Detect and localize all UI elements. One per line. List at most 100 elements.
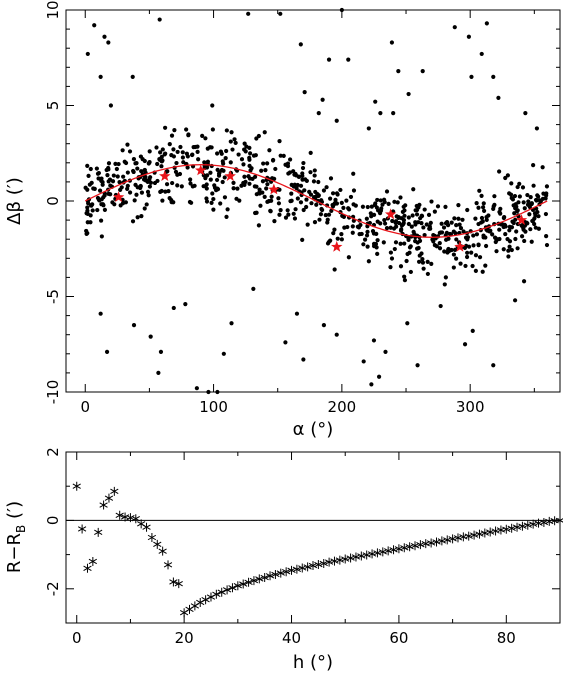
data-point <box>508 192 514 197</box>
data-point <box>139 214 144 219</box>
asterisk-point-8 <box>115 510 124 520</box>
data-point-outlier-55 <box>371 338 377 343</box>
data-point-outlier-16 <box>334 118 339 123</box>
data-point <box>419 251 424 256</box>
data-point <box>531 163 536 168</box>
top-x-tick-label-2: 200 <box>328 398 357 416</box>
data-point <box>216 173 222 178</box>
data-point <box>384 226 390 231</box>
data-point <box>121 174 126 179</box>
data-point-outlier-57 <box>383 349 388 354</box>
bottom-x-tick-label-0: 0 <box>72 629 82 647</box>
data-point <box>361 242 366 247</box>
data-point-outlier-8 <box>210 103 215 108</box>
data-point-outlier-14 <box>320 97 325 102</box>
data-point <box>437 241 442 246</box>
data-point <box>520 185 526 190</box>
data-point <box>203 175 208 181</box>
data-point <box>544 234 549 239</box>
top-x-axis-label: α (°) <box>293 419 334 440</box>
data-point <box>138 184 143 189</box>
asterisk-point-50 <box>341 554 350 564</box>
data-point <box>457 222 462 227</box>
asterisk-point-75 <box>475 529 484 539</box>
data-point <box>473 268 478 273</box>
asterisk-point-41 <box>292 564 302 574</box>
data-point <box>492 194 497 199</box>
asterisk-point-22 <box>190 601 200 611</box>
bottom-x-tick-label-3: 60 <box>389 629 408 647</box>
data-point <box>487 229 492 234</box>
bottom-y-tick-label-2: 2 <box>44 447 62 457</box>
data-point <box>398 241 403 246</box>
data-point <box>544 193 549 198</box>
data-point <box>85 205 90 210</box>
data-point <box>300 165 306 171</box>
data-point <box>293 207 298 212</box>
data-point <box>473 253 479 258</box>
data-point <box>184 127 189 132</box>
data-point <box>105 173 110 178</box>
data-point <box>456 203 461 208</box>
data-point <box>212 183 217 188</box>
data-point <box>256 223 261 228</box>
data-point <box>519 223 524 228</box>
data-point <box>208 177 213 182</box>
data-point <box>480 205 486 210</box>
data-point <box>254 184 259 189</box>
data-point <box>497 209 502 215</box>
data-point <box>408 244 413 249</box>
data-point <box>531 183 536 188</box>
data-point <box>544 242 550 248</box>
data-point <box>425 271 430 277</box>
data-point <box>142 206 147 211</box>
data-point <box>506 248 511 253</box>
data-point-outlier-37 <box>104 349 110 354</box>
asterisk-point-38 <box>276 568 285 578</box>
asterisk-point-1 <box>77 524 87 534</box>
data-point <box>203 136 208 141</box>
asterisk-point-71 <box>453 533 463 543</box>
data-point <box>242 147 247 152</box>
data-point <box>85 187 90 192</box>
data-point <box>369 204 374 209</box>
data-point <box>262 130 267 135</box>
data-point <box>379 206 384 211</box>
data-point <box>375 238 380 243</box>
data-point <box>463 263 468 269</box>
data-point <box>224 128 229 133</box>
data-point <box>265 199 270 204</box>
data-point <box>388 250 393 255</box>
data-point <box>465 207 470 213</box>
data-point <box>527 212 532 217</box>
data-point <box>330 202 335 208</box>
data-point <box>425 259 430 264</box>
data-point <box>172 128 177 133</box>
data-point-outlier-29 <box>469 74 474 79</box>
data-point <box>190 152 195 157</box>
data-point <box>521 227 526 232</box>
data-point <box>147 177 152 182</box>
asterisk-point-47 <box>324 557 334 567</box>
data-point <box>519 234 525 239</box>
data-point <box>453 231 458 236</box>
asterisk-point-86 <box>534 518 543 528</box>
data-point-outlier-20 <box>373 99 378 104</box>
data-point <box>381 240 386 245</box>
data-point <box>239 183 244 188</box>
data-point <box>187 199 193 205</box>
data-point <box>231 186 236 191</box>
data-point-outlier-51 <box>321 323 327 328</box>
data-point <box>222 175 227 180</box>
data-point <box>540 165 545 170</box>
data-point <box>318 212 324 217</box>
data-point <box>461 229 466 234</box>
data-point <box>230 147 235 152</box>
data-point <box>422 232 427 238</box>
data-point <box>439 221 444 226</box>
data-point <box>362 237 368 242</box>
data-point <box>285 208 290 213</box>
data-point-outlier-35 <box>534 126 540 131</box>
data-point <box>267 148 272 153</box>
